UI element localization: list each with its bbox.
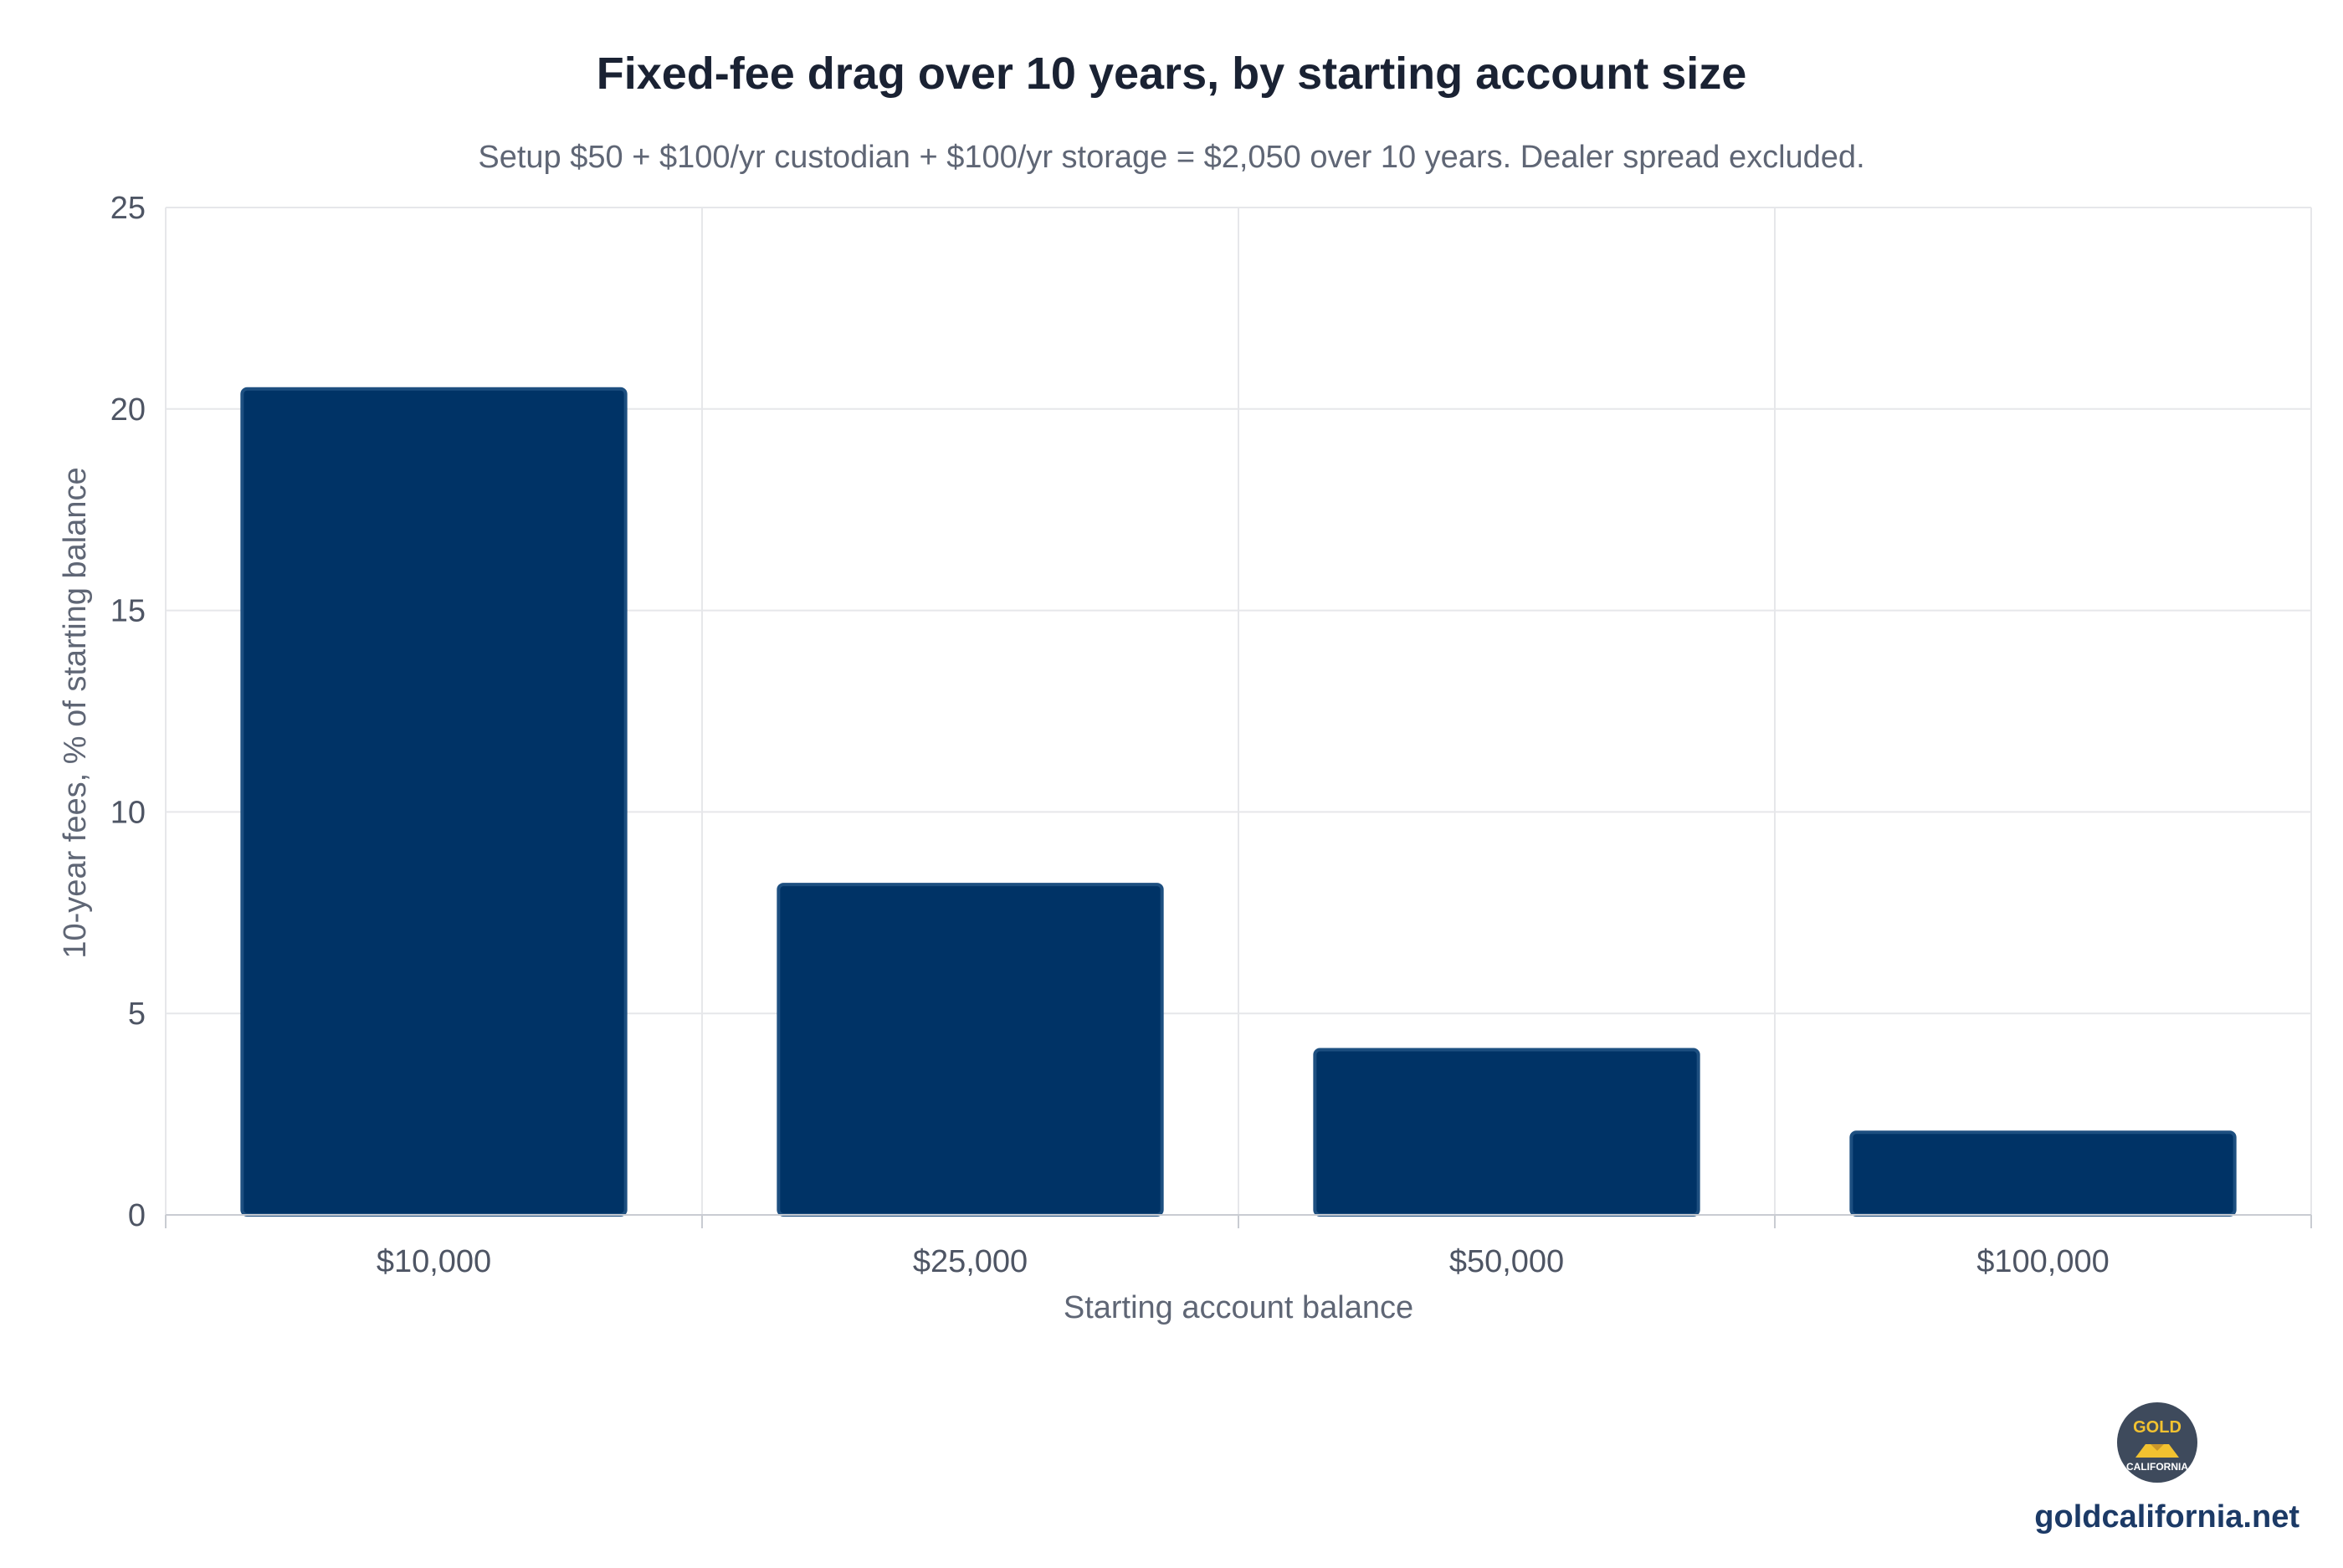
bar [1313,1048,1700,1217]
y-axis-title: 10-year fees, % of starting balance [58,467,93,958]
gold-bar-shine-icon [2151,1444,2164,1451]
tick-labels: 0 5 10 15 20 25 $10,000 $25,000 $50,000 $100,000 [110,191,2110,1279]
axes [165,1214,2312,1228]
x-tick-label: $50,000 [1449,1244,1564,1279]
logo-california-text: CALIFORNIA [2126,1461,2188,1473]
x-tick-label: $100,000 [1976,1244,2110,1279]
bar [240,387,628,1217]
bars [240,387,2237,1217]
chart-title: Fixed-fee drag over 10 years, by startin… [597,49,1747,99]
y-tick-label: 25 [110,191,146,226]
y-tick-label: 5 [128,997,146,1032]
site-url: goldcalifornia.net [2034,1499,2299,1535]
y-tick-label: 0 [128,1198,146,1233]
x-tick-label: $25,000 [913,1244,1028,1279]
x-axis-title: Starting account balance [1064,1290,1413,1325]
bar [777,883,1164,1217]
bar [1849,1130,2237,1217]
y-tick-label: 15 [110,594,146,629]
y-tick-label: 10 [110,795,146,830]
chart-subtitle: Setup $50 + $100/yr custodian + $100/yr … [478,140,1864,175]
y-tick-label: 20 [110,392,146,428]
x-tick-label: $10,000 [377,1244,491,1279]
logo-gold-text: GOLD [2133,1418,2182,1437]
logo-badge-icon [2117,1402,2197,1483]
brand-logo: GOLD CALIFORNIA [2117,1402,2197,1483]
